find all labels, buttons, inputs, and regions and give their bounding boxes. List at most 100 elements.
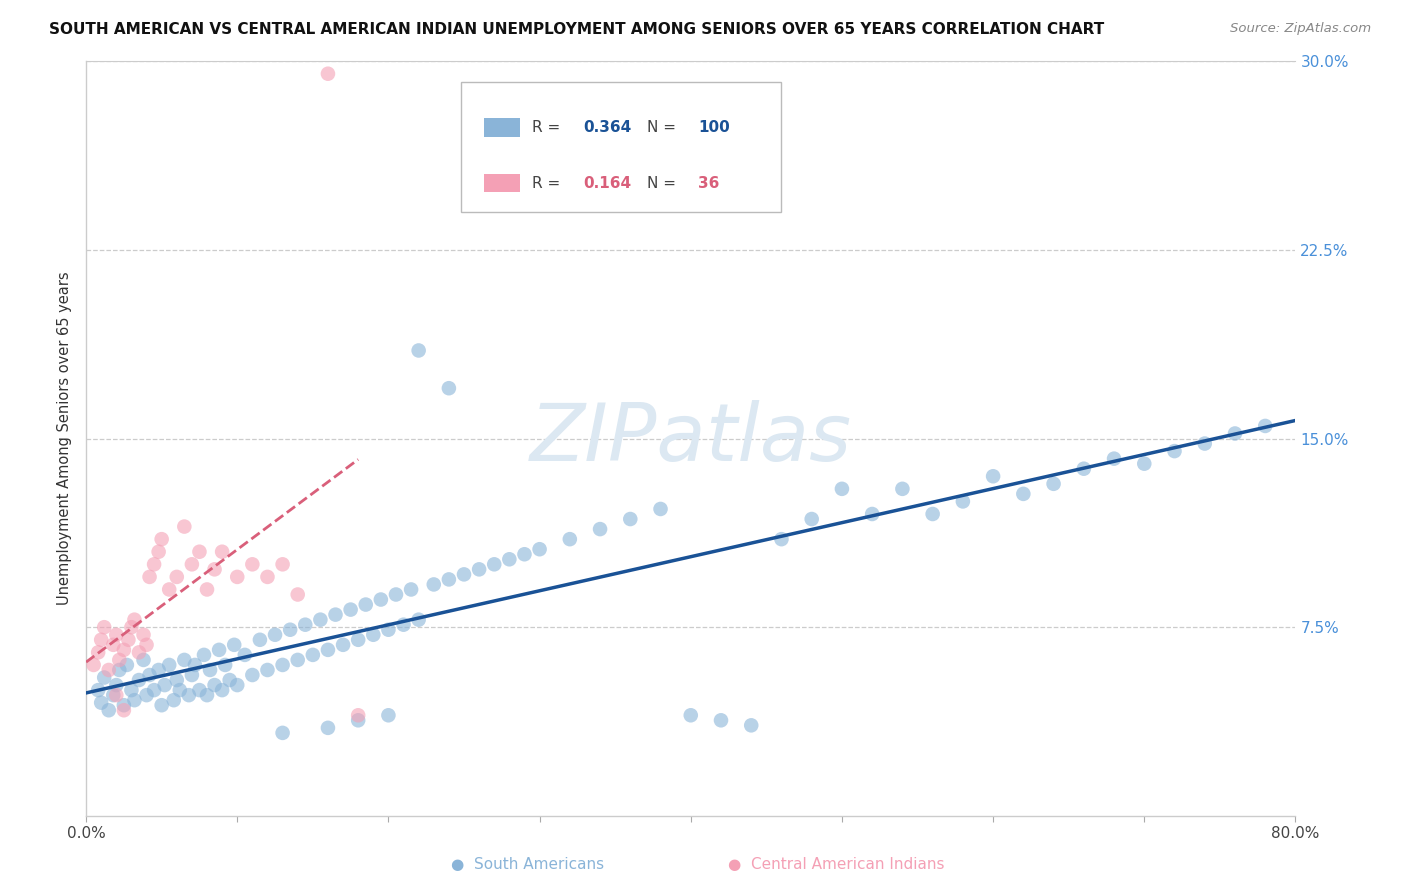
Point bbox=[169, 683, 191, 698]
Point bbox=[589, 522, 612, 536]
Point bbox=[981, 469, 1004, 483]
Point bbox=[138, 570, 160, 584]
Point bbox=[1042, 476, 1064, 491]
Point bbox=[256, 663, 278, 677]
Point bbox=[271, 558, 294, 572]
Point bbox=[204, 678, 226, 692]
Point bbox=[1102, 451, 1125, 466]
Point bbox=[309, 613, 332, 627]
Point bbox=[112, 698, 135, 713]
Point bbox=[437, 381, 460, 395]
Point bbox=[198, 663, 221, 677]
Point bbox=[143, 683, 166, 698]
Text: N =: N = bbox=[647, 120, 681, 136]
Point bbox=[1223, 426, 1246, 441]
Point bbox=[195, 688, 218, 702]
Point bbox=[558, 532, 581, 546]
Point bbox=[332, 638, 354, 652]
Point bbox=[180, 668, 202, 682]
Point bbox=[377, 708, 399, 723]
Point bbox=[453, 567, 475, 582]
Point bbox=[105, 628, 128, 642]
Point bbox=[650, 502, 672, 516]
Point bbox=[211, 545, 233, 559]
Point bbox=[90, 632, 112, 647]
Point bbox=[211, 683, 233, 698]
Point bbox=[339, 602, 361, 616]
Text: 100: 100 bbox=[697, 120, 730, 136]
Point bbox=[150, 698, 173, 713]
Point bbox=[891, 482, 914, 496]
Text: 36: 36 bbox=[697, 176, 720, 191]
Point bbox=[166, 570, 188, 584]
Y-axis label: Unemployment Among Seniors over 65 years: Unemployment Among Seniors over 65 years bbox=[58, 272, 72, 606]
Point bbox=[710, 714, 733, 728]
FancyBboxPatch shape bbox=[461, 81, 782, 212]
Point bbox=[188, 545, 211, 559]
Point bbox=[679, 708, 702, 723]
Point bbox=[226, 570, 249, 584]
Point bbox=[218, 673, 240, 687]
Point bbox=[128, 673, 150, 687]
Point bbox=[1133, 457, 1156, 471]
Point bbox=[513, 547, 536, 561]
Point bbox=[423, 577, 446, 591]
Point bbox=[619, 512, 641, 526]
Point bbox=[166, 673, 188, 687]
Text: ●  South Americans: ● South Americans bbox=[451, 857, 603, 872]
Point bbox=[271, 657, 294, 672]
Point bbox=[150, 532, 173, 546]
Point bbox=[1073, 461, 1095, 475]
Text: 0.364: 0.364 bbox=[583, 120, 631, 136]
Point bbox=[468, 562, 491, 576]
Point bbox=[132, 653, 155, 667]
Point bbox=[148, 663, 170, 677]
Point bbox=[105, 688, 128, 702]
Point bbox=[408, 613, 430, 627]
Point bbox=[1194, 436, 1216, 450]
Point bbox=[921, 507, 943, 521]
Point bbox=[153, 678, 176, 692]
Point bbox=[385, 587, 408, 601]
Point bbox=[498, 552, 520, 566]
Point bbox=[287, 653, 309, 667]
Point bbox=[287, 587, 309, 601]
Point bbox=[271, 726, 294, 740]
Point bbox=[363, 628, 385, 642]
Point bbox=[1012, 487, 1035, 501]
Text: N =: N = bbox=[647, 176, 681, 191]
Text: R =: R = bbox=[533, 120, 565, 136]
Text: 0.164: 0.164 bbox=[583, 176, 631, 191]
Point bbox=[347, 714, 370, 728]
Point bbox=[157, 657, 180, 672]
Point bbox=[316, 643, 339, 657]
Point bbox=[128, 645, 150, 659]
Point bbox=[120, 620, 142, 634]
Point bbox=[347, 708, 370, 723]
Point bbox=[97, 663, 120, 677]
Point bbox=[90, 696, 112, 710]
Point bbox=[184, 657, 207, 672]
Point bbox=[256, 570, 278, 584]
Point bbox=[740, 718, 762, 732]
Point bbox=[952, 494, 974, 508]
Point bbox=[177, 688, 200, 702]
Point bbox=[226, 678, 249, 692]
Point bbox=[354, 598, 377, 612]
Point bbox=[208, 643, 231, 657]
Point bbox=[224, 638, 246, 652]
Point bbox=[93, 671, 115, 685]
Point bbox=[214, 657, 236, 672]
Point bbox=[180, 558, 202, 572]
Text: SOUTH AMERICAN VS CENTRAL AMERICAN INDIAN UNEMPLOYMENT AMONG SENIORS OVER 65 YEA: SOUTH AMERICAN VS CENTRAL AMERICAN INDIA… bbox=[49, 22, 1105, 37]
Point bbox=[770, 532, 793, 546]
Point bbox=[97, 703, 120, 717]
Point bbox=[408, 343, 430, 358]
Point bbox=[831, 482, 853, 496]
Point bbox=[860, 507, 883, 521]
Point bbox=[278, 623, 301, 637]
Point bbox=[117, 632, 139, 647]
Point bbox=[138, 668, 160, 682]
Point bbox=[325, 607, 347, 622]
Point bbox=[204, 562, 226, 576]
